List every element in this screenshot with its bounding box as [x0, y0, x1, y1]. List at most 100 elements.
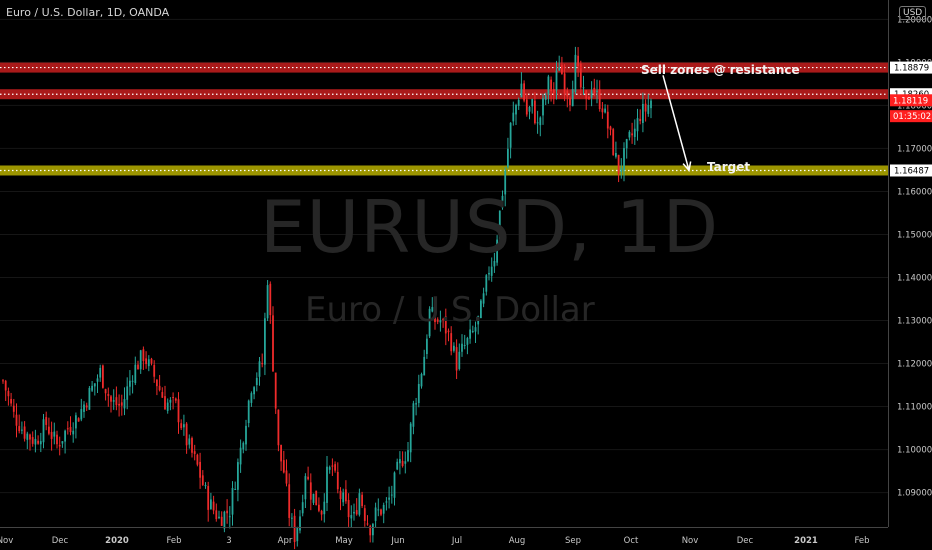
y-tick-label: 1.18000	[897, 101, 932, 111]
candle-body	[401, 460, 404, 466]
forecast-arrow	[662, 75, 692, 173]
candle-body	[498, 210, 501, 242]
last-price-label: 1.18119	[893, 96, 928, 106]
candle-body	[29, 434, 31, 440]
candle-body	[220, 516, 223, 526]
candle-body	[471, 331, 474, 333]
candle-body	[77, 418, 80, 422]
candle-body	[10, 398, 12, 404]
candle-body	[264, 318, 266, 365]
candle-body	[258, 361, 261, 377]
candle-body	[188, 438, 191, 445]
currency-button[interactable]: USD	[899, 6, 927, 20]
candle-body	[523, 83, 525, 101]
candle-body	[547, 76, 550, 95]
x-tick-label: Feb	[166, 536, 181, 546]
candle-body	[64, 430, 66, 442]
candle-body	[466, 338, 469, 345]
candle-body	[366, 523, 369, 525]
candle-body	[234, 488, 237, 490]
candle-body	[112, 400, 115, 402]
candles	[2, 46, 652, 550]
x-tick-label: Oct	[624, 536, 639, 546]
candle-body	[577, 55, 579, 67]
candle-body	[153, 365, 156, 377]
candle-body	[393, 472, 396, 498]
candle-body	[439, 320, 442, 323]
candle-body	[609, 126, 612, 130]
candle-body	[477, 315, 480, 325]
candle-body	[80, 409, 83, 420]
candle-body	[345, 489, 347, 502]
time-axis[interactable]: Nov Dec 2020 Feb 3 Apr May Jun Jul Aug Sep Oct Nov De…	[0, 527, 888, 547]
price-axis[interactable]: 1.09000 1.10000 1.11000 1.12000 1.13000 1.140…	[888, 0, 932, 527]
x-tick-label: Aug	[509, 536, 526, 546]
candle-body	[18, 426, 21, 432]
candle-body	[118, 403, 120, 406]
x-tick-label: Nov	[0, 536, 13, 546]
candle-body	[563, 73, 566, 94]
candle-body	[183, 424, 185, 428]
x-tick-label: Nov	[682, 536, 699, 546]
candle-body	[647, 104, 650, 114]
candle-body	[631, 133, 633, 136]
candle-body	[37, 440, 39, 444]
x-tick-label: Feb	[854, 536, 869, 546]
candle-body	[633, 128, 636, 137]
candle-body	[269, 283, 272, 316]
candle-body	[309, 482, 312, 500]
candle-body	[331, 465, 334, 467]
candle-body	[542, 98, 544, 116]
candle-body	[642, 103, 644, 124]
candle-body	[142, 349, 145, 362]
candle-body	[361, 494, 363, 507]
candle-body	[150, 358, 153, 364]
candle-body	[458, 351, 461, 369]
candle-body	[555, 70, 558, 91]
candle-body	[34, 438, 37, 445]
candle-body	[450, 333, 453, 352]
candle-body	[531, 98, 534, 107]
candle-body	[193, 451, 196, 455]
candle-body	[26, 433, 29, 440]
y-tick-label: 1.16000	[897, 187, 932, 197]
candle-body	[42, 419, 45, 443]
candle-body	[137, 364, 139, 370]
candle-body	[172, 397, 174, 399]
candle-body	[404, 461, 407, 464]
candle-body	[571, 89, 574, 107]
candle-body	[328, 467, 331, 470]
x-tick-label: Dec	[52, 536, 69, 546]
x-tick-label: 2021	[794, 536, 818, 546]
candle-body	[490, 266, 493, 276]
candle-body	[579, 63, 582, 88]
candle-body	[7, 391, 10, 397]
candle-body	[237, 462, 239, 490]
candle-body	[550, 79, 552, 92]
candle-body	[420, 373, 423, 387]
candle-body	[431, 307, 434, 312]
candle-body	[488, 272, 490, 275]
candle-body	[407, 450, 409, 462]
candle-body	[223, 511, 226, 529]
candle-body	[23, 426, 26, 439]
candle-body	[552, 89, 555, 93]
candle-body	[442, 319, 444, 321]
candle-body	[123, 399, 126, 409]
candle-body	[615, 152, 617, 157]
candle-body	[388, 497, 390, 500]
candle-body	[520, 83, 523, 98]
candle-body	[590, 90, 593, 98]
candle-body	[69, 427, 72, 433]
last-price-tag	[890, 94, 932, 107]
x-tick-label: May	[335, 536, 353, 546]
candle-body	[126, 386, 129, 400]
candle-body	[396, 461, 399, 470]
x-tick-label: 3	[226, 536, 231, 546]
candle-body	[207, 486, 210, 510]
candle-body	[347, 499, 350, 518]
y-tick-label: 1.20000	[897, 15, 932, 25]
level-zones	[0, 62, 888, 176]
candle-body	[496, 239, 498, 263]
